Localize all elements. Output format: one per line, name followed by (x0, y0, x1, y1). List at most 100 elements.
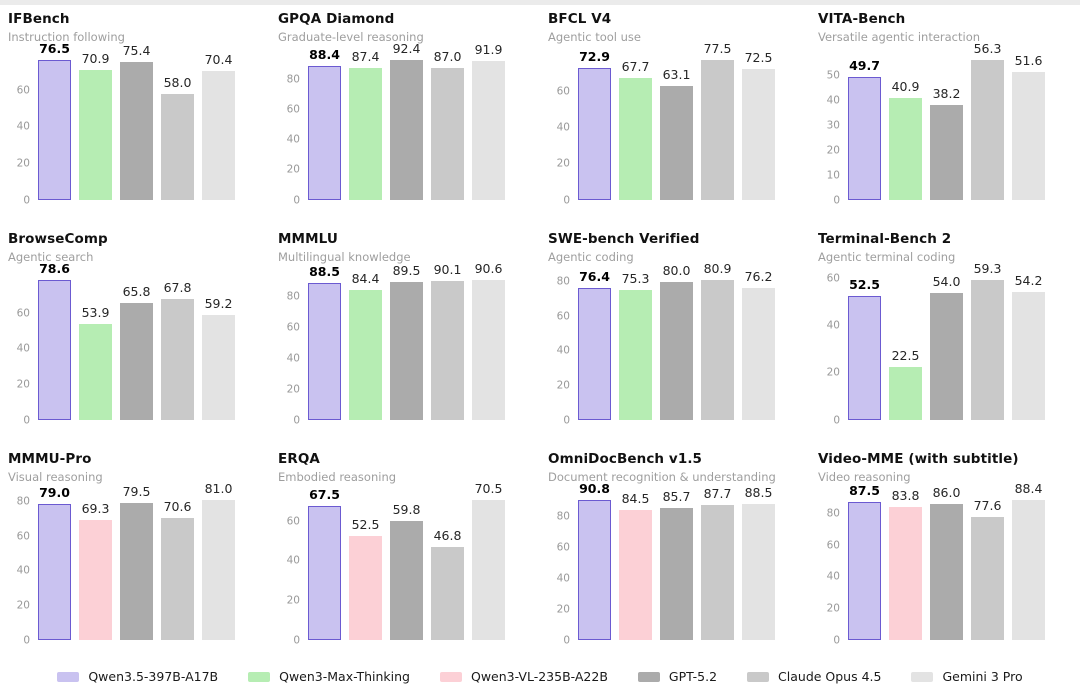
chart-legend: Qwen3.5-397B-A17B Qwen3-Max-Thinking Qwen3… (0, 660, 1080, 693)
chart-title: OmniDocBench v1.5 (548, 451, 703, 467)
bar-plot: 0 20 40 60 52.5 22.5 54.0 59.3 54.2 (827, 261, 1046, 425)
bar-slot-qwen3-vl-235b-a22b: 84.5 (619, 491, 652, 640)
bar-slot-gpt-5-2: 86.0 (930, 485, 963, 640)
bar (308, 506, 341, 640)
bar-slot-gpt-5-2: 80.0 (660, 263, 693, 420)
bar-plot: 0 20 40 60 78.6 53.9 65.8 67.8 59.2 (17, 261, 236, 425)
y-axis-tick-label: 20 (556, 602, 570, 615)
bar (38, 503, 71, 640)
bar (930, 105, 963, 200)
chart-title: BFCL V4 (548, 11, 612, 27)
legend-item-qwen3-5-397b-a17b: Qwen3.5-397B-A17B (57, 669, 218, 684)
y-axis-tick-label: 60 (826, 272, 840, 285)
bar-value-label: 81.0 (204, 481, 233, 497)
bar (701, 280, 734, 420)
legend-swatch-icon (637, 671, 660, 682)
bar-value-label: 54.0 (932, 273, 961, 289)
bar-slot-claude-opus-4-5: 67.8 (161, 276, 194, 420)
bar-value-label: 87.5 (849, 482, 880, 498)
bar-value-label: 90.6 (474, 261, 503, 277)
bar-plot: 0 20 40 60 76.5 70.9 75.4 58.0 70.4 (17, 41, 236, 205)
bar-group: 49.7 40.9 38.2 56.3 51.6 (848, 41, 1046, 200)
bar (889, 366, 922, 420)
bar-slot-gemini-3-pro: 70.4 (202, 52, 235, 200)
benchmark-chart: Terminal-Bench 2 Agentic terminal coding 0… (810, 225, 1080, 445)
legend-swatch-icon (248, 671, 271, 682)
y-axis-tick-label: 60 (556, 310, 570, 323)
y-axis-tick-label: 40 (826, 319, 840, 332)
bar (848, 76, 881, 200)
bar (578, 287, 611, 420)
bar-group: 67.5 52.5 59.8 46.8 70.5 (308, 481, 506, 640)
benchmark-chart: Video-MME (with subtitle) Video reasoning… (810, 445, 1080, 665)
bar-group: 88.4 87.4 92.4 87.0 91.9 (308, 41, 506, 200)
benchmark-chart: VITA-Bench Versatile agentic interaction 0… (810, 5, 1080, 225)
y-axis-tick-label: 0 (23, 193, 30, 206)
y-axis-tick-label: 40 (556, 572, 570, 585)
bar-plot: 0 20 40 60 80 88.4 87.4 92.4 87.0 91.9 (287, 41, 506, 205)
y-axis-tick-label: 20 (16, 157, 30, 170)
y-axis-tick-label: 60 (16, 307, 30, 320)
bar-value-label: 70.6 (163, 499, 192, 515)
chart-subtitle: Document recognition & understanding (548, 470, 776, 484)
bar-slot-gpt-5-2: 54.0 (930, 273, 963, 420)
bar (1012, 500, 1045, 640)
chart-title: ERQA (278, 451, 320, 467)
chart-subtitle: Instruction following (8, 30, 125, 44)
bar-value-label: 89.5 (392, 262, 421, 278)
bar (930, 292, 963, 420)
bar-value-label: 70.9 (81, 51, 110, 67)
bar-plot: 0 20 40 60 80 76.4 75.3 80.0 80.9 76.2 (557, 261, 776, 425)
chart-title: GPQA Diamond (278, 11, 395, 27)
legend-item-qwen3-max-thinking: Qwen3-Max-Thinking (248, 669, 410, 684)
bar-slot-claude-opus-4-5: 87.0 (431, 49, 464, 200)
bar-value-label: 88.4 (1014, 481, 1043, 497)
y-axis-tick-label: 40 (826, 570, 840, 583)
bar (578, 500, 611, 640)
y-axis-tick-label: 0 (293, 413, 300, 426)
bar-value-label: 40.9 (891, 79, 920, 95)
y-axis-tick-label: 60 (286, 514, 300, 527)
y-axis-tick-label: 40 (826, 94, 840, 107)
chart-subtitle: Visual reasoning (8, 470, 103, 484)
bar-slot-qwen3-5-397b-a17b: 52.5 (848, 276, 881, 420)
bar-slot-gemini-3-pro: 59.2 (202, 276, 235, 420)
bar-group: 90.8 84.5 85.7 87.7 88.5 (578, 481, 776, 640)
bar-value-label: 70.5 (474, 481, 503, 497)
y-axis-tick-label: 60 (286, 321, 300, 334)
bar-value-label: 91.9 (474, 42, 503, 57)
bar (660, 281, 693, 420)
bar-slot-qwen3-5-397b-a17b: 76.4 (578, 269, 611, 420)
chart-title: Video-MME (with subtitle) (818, 451, 1019, 467)
bar-value-label: 67.5 (309, 487, 340, 503)
chart-subtitle: Agentic coding (548, 250, 634, 264)
y-axis-tick-label: 40 (16, 120, 30, 133)
bar-value-label: 90.8 (579, 481, 610, 497)
bar-slot-gpt-5-2: 38.2 (930, 56, 963, 200)
bar-value-label: 58.0 (163, 75, 192, 91)
y-axis-tick-label: 10 (826, 168, 840, 181)
bar-value-label: 77.6 (973, 498, 1002, 514)
bar (390, 281, 423, 420)
bar-value-label: 67.8 (163, 280, 192, 296)
bar-slot-gpt-5-2: 63.1 (660, 56, 693, 200)
bar-value-label: 83.8 (891, 488, 920, 504)
bar (889, 98, 922, 200)
y-axis-tick-label: 0 (563, 193, 570, 206)
y-axis-tick-label: 0 (563, 413, 570, 426)
bar-value-label: 84.5 (621, 490, 650, 506)
bar-value-label: 84.4 (351, 270, 380, 286)
bar-value-label: 85.7 (662, 489, 691, 505)
bar-slot-qwen3-max-thinking: 84.4 (349, 271, 382, 420)
bar (660, 508, 693, 640)
bar-slot-claude-opus-4-5: 56.3 (971, 41, 1004, 200)
chart-subtitle: Video reasoning (818, 470, 911, 484)
bar-slot-qwen3-5-397b-a17b: 72.9 (578, 49, 611, 200)
bar-slot-qwen3-5-397b-a17b: 87.5 (848, 483, 881, 640)
bar-value-label: 52.5 (849, 277, 880, 293)
bar-value-label: 90.1 (433, 261, 462, 277)
legend-item-claude-opus-4-5: Claude Opus 4.5 (747, 669, 881, 684)
bar-value-label: 59.8 (392, 502, 421, 518)
bar-slot-gemini-3-pro: 72.5 (742, 50, 775, 200)
y-axis-tick-label: 40 (286, 133, 300, 146)
